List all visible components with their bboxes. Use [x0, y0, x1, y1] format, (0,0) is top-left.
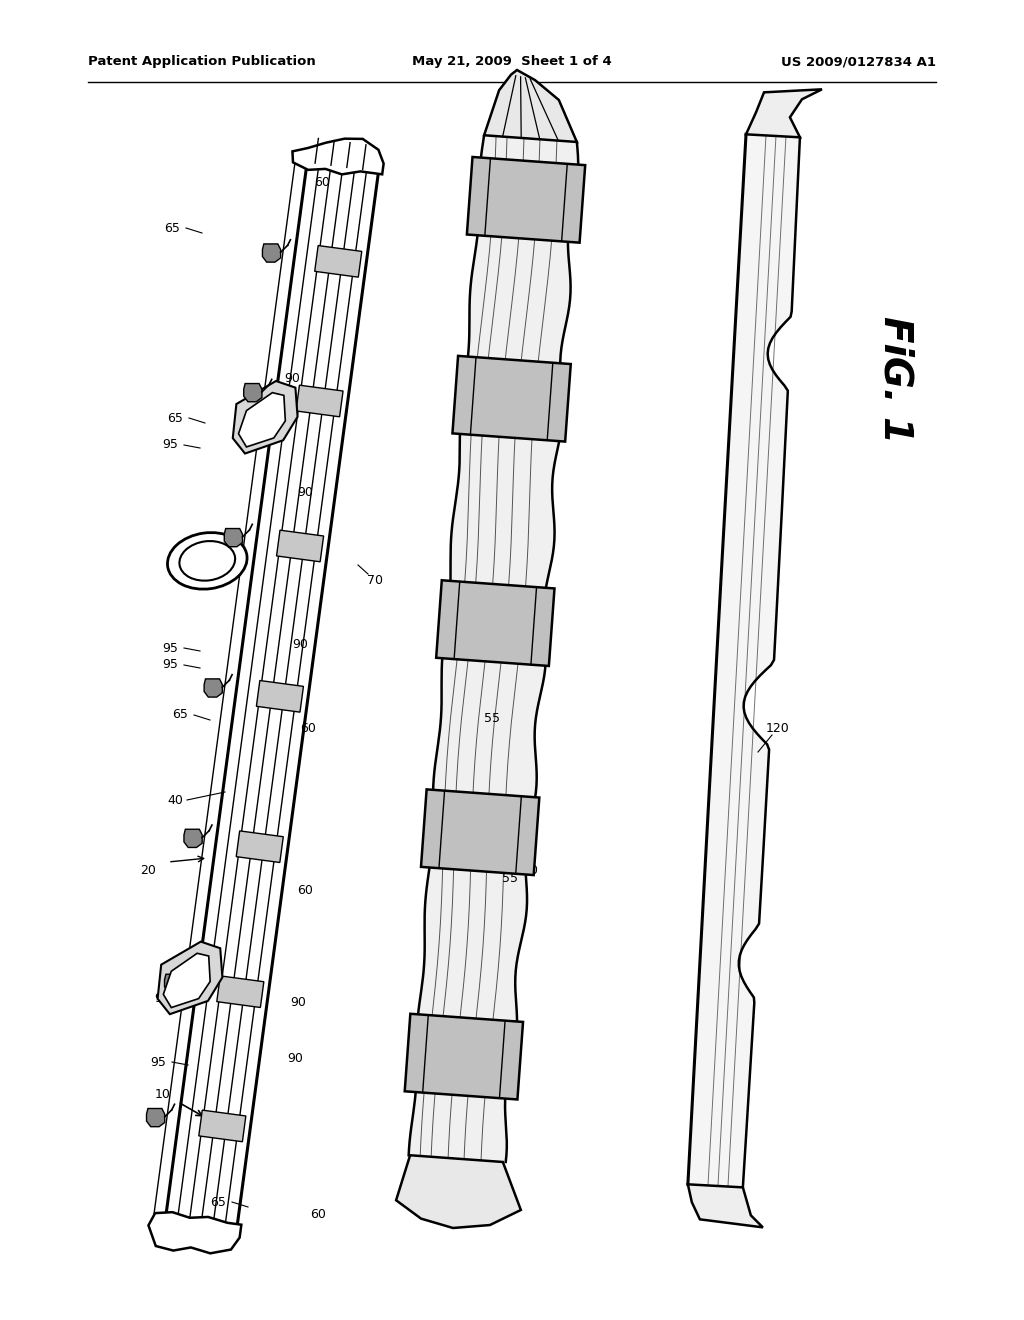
Polygon shape — [224, 528, 243, 546]
Text: 60: 60 — [314, 176, 330, 189]
Polygon shape — [467, 157, 585, 243]
Text: 55: 55 — [484, 711, 500, 725]
Polygon shape — [184, 829, 202, 847]
Text: 95: 95 — [154, 991, 170, 1005]
Text: 55: 55 — [498, 595, 514, 609]
Text: FiG. 1: FiG. 1 — [876, 317, 914, 444]
Text: 50: 50 — [522, 863, 538, 876]
Polygon shape — [256, 681, 303, 713]
Polygon shape — [746, 90, 822, 137]
Polygon shape — [146, 1109, 165, 1127]
Polygon shape — [404, 1014, 523, 1100]
Polygon shape — [276, 531, 324, 562]
Text: 65: 65 — [210, 1196, 226, 1209]
Text: 40: 40 — [167, 793, 183, 807]
Text: 90: 90 — [292, 639, 308, 652]
Polygon shape — [165, 974, 182, 993]
Text: 20: 20 — [140, 863, 156, 876]
Text: 60: 60 — [310, 1209, 326, 1221]
Polygon shape — [164, 953, 210, 1007]
Polygon shape — [199, 1110, 246, 1142]
Text: 65: 65 — [172, 709, 188, 722]
Polygon shape — [148, 1212, 242, 1253]
Polygon shape — [296, 385, 343, 417]
Polygon shape — [237, 830, 284, 862]
Text: 10: 10 — [155, 1089, 171, 1101]
Text: 70: 70 — [367, 573, 383, 586]
Polygon shape — [204, 678, 222, 697]
Polygon shape — [314, 246, 361, 277]
Polygon shape — [484, 70, 577, 143]
Text: 65: 65 — [164, 222, 180, 235]
Text: US 2009/0127834 A1: US 2009/0127834 A1 — [781, 55, 936, 69]
Text: 95: 95 — [162, 659, 178, 672]
Text: Patent Application Publication: Patent Application Publication — [88, 55, 315, 69]
Text: 80: 80 — [447, 1045, 463, 1059]
Ellipse shape — [168, 532, 247, 589]
Text: 55: 55 — [498, 1084, 514, 1097]
Text: May 21, 2009  Sheet 1 of 4: May 21, 2009 Sheet 1 of 4 — [412, 55, 612, 69]
Polygon shape — [436, 581, 554, 667]
Polygon shape — [396, 1155, 521, 1228]
Text: 90: 90 — [284, 371, 300, 384]
Polygon shape — [453, 356, 570, 442]
Text: 95: 95 — [151, 1056, 166, 1068]
Text: 95: 95 — [162, 642, 178, 655]
Polygon shape — [293, 139, 384, 174]
Polygon shape — [239, 392, 286, 447]
Text: 55: 55 — [547, 215, 563, 228]
Polygon shape — [688, 135, 800, 1188]
Text: 90: 90 — [297, 486, 313, 499]
Text: 95: 95 — [162, 438, 178, 451]
Polygon shape — [244, 384, 262, 401]
Polygon shape — [688, 1184, 763, 1228]
Text: 120: 120 — [766, 722, 790, 734]
Text: 65: 65 — [167, 412, 183, 425]
Text: 60: 60 — [297, 883, 313, 896]
Polygon shape — [262, 244, 281, 263]
Text: 90: 90 — [287, 1052, 303, 1064]
Text: 60: 60 — [300, 722, 316, 734]
Text: 65: 65 — [180, 952, 196, 965]
Text: 55: 55 — [502, 871, 518, 884]
Polygon shape — [421, 789, 540, 875]
Polygon shape — [409, 135, 579, 1162]
Ellipse shape — [179, 541, 236, 581]
Text: 90: 90 — [290, 995, 306, 1008]
Polygon shape — [232, 381, 298, 454]
Polygon shape — [217, 975, 264, 1007]
Polygon shape — [158, 941, 222, 1014]
Text: 65: 65 — [167, 552, 183, 565]
